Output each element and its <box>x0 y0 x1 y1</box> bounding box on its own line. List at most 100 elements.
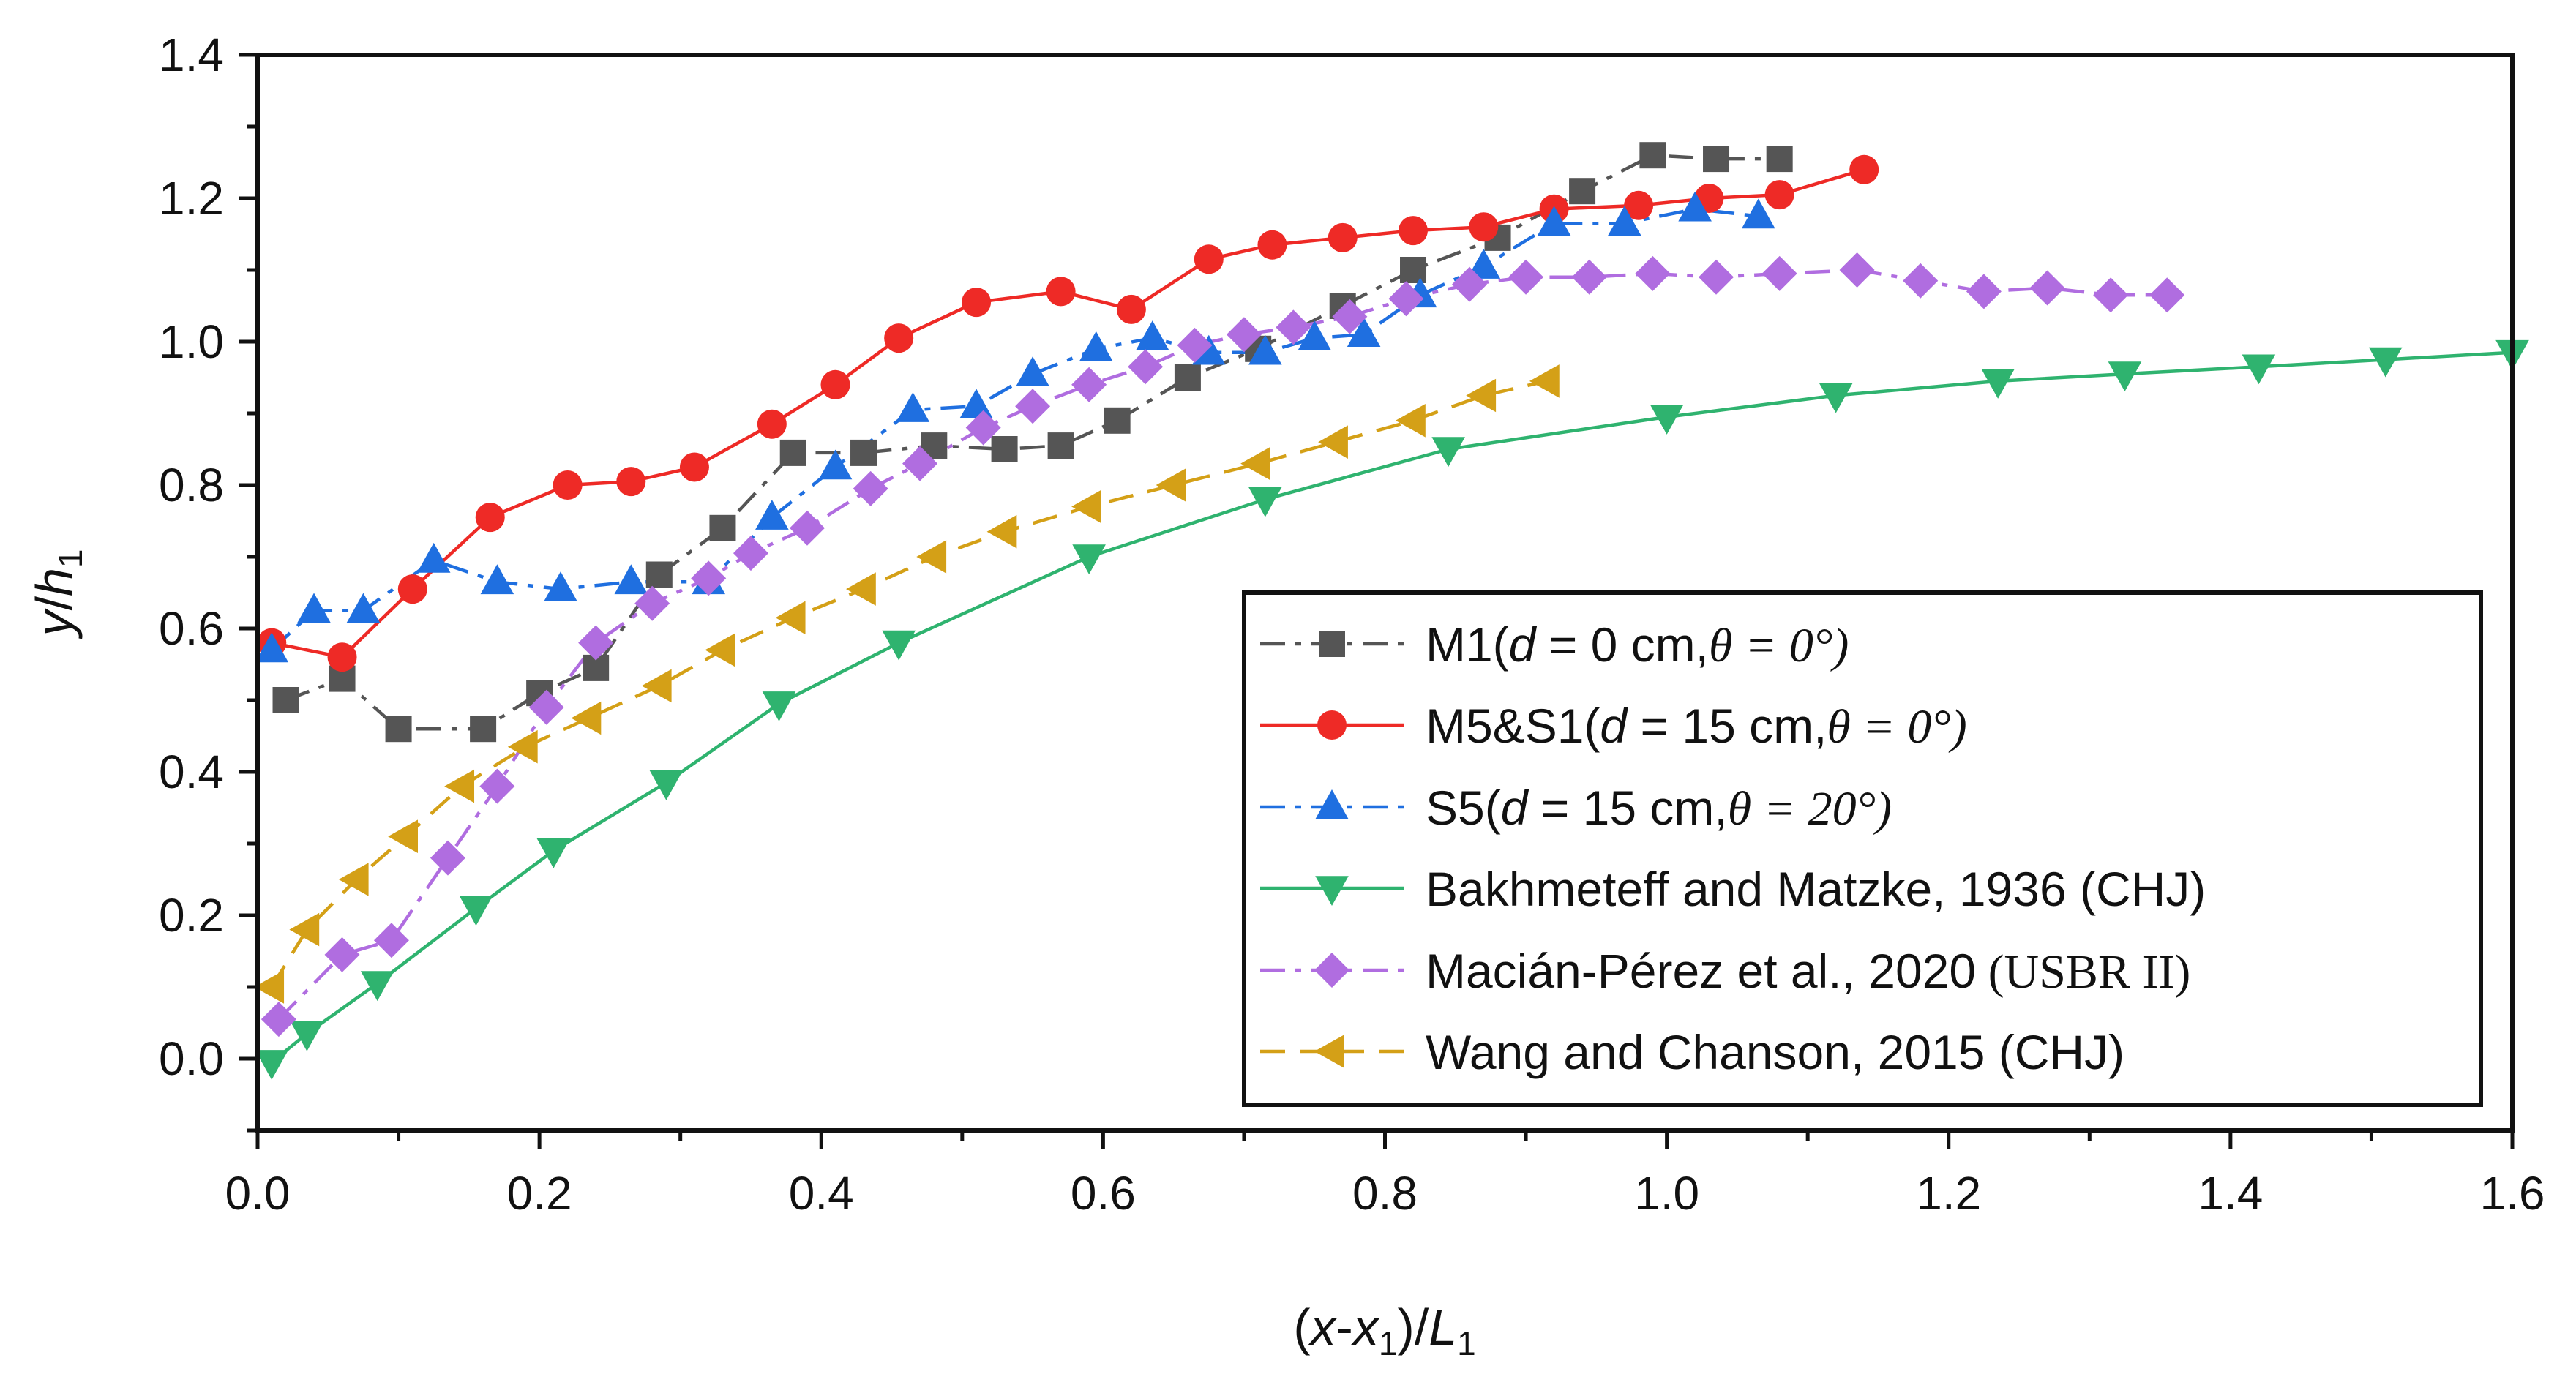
y-axis-label: y/h1 <box>26 549 89 639</box>
data-point-macian <box>2093 277 2129 313</box>
data-point-bakhmeteff <box>2242 354 2276 385</box>
data-point-s5 <box>614 564 648 595</box>
data-point-macian <box>1839 252 1875 288</box>
data-point-wang <box>338 863 369 896</box>
legend-label-m1: M1(d = 0 cm,θ = 0°) <box>1426 618 1849 672</box>
y-tick-label: 0.4 <box>159 746 224 798</box>
data-point-wang <box>1240 446 1270 481</box>
data-point-m1 <box>1174 364 1201 391</box>
legend-marker-s5 <box>1315 789 1349 819</box>
x-tick-label: 0.0 <box>225 1167 291 1220</box>
data-point-s5 <box>1608 206 1641 236</box>
data-point-bakhmeteff <box>536 838 571 868</box>
data-point-bakhmeteff <box>1981 369 2015 399</box>
data-point-macian <box>1508 259 1544 295</box>
data-point-s5 <box>1741 198 1775 229</box>
data-point-bakhmeteff <box>1650 405 1684 435</box>
data-point-m1 <box>1766 146 1793 173</box>
legend: M1(d = 0 cm,θ = 0°) M5&S1(d = 15 cm,θ = … <box>1242 590 2483 1107</box>
data-point-bakhmeteff <box>459 896 493 926</box>
data-point-macian <box>1177 327 1213 363</box>
data-point-macian <box>1071 367 1107 402</box>
data-point-m5s1 <box>1849 154 1879 184</box>
legend-box <box>1242 590 2483 1107</box>
data-point-wang <box>1071 489 1101 524</box>
data-point-s5 <box>1298 320 1332 350</box>
data-point-bakhmeteff <box>1072 544 1106 574</box>
data-point-wang <box>1396 404 1426 438</box>
data-point-macian <box>853 470 888 506</box>
y-tick-label: 1.4 <box>159 29 224 81</box>
data-point-macian <box>1015 389 1051 424</box>
data-point-m1 <box>709 514 736 541</box>
data-point-macian <box>733 536 768 571</box>
data-point-s5 <box>755 500 789 530</box>
data-point-macian <box>1903 263 1939 299</box>
data-point-wang <box>705 633 735 667</box>
data-point-m5s1 <box>616 467 646 497</box>
data-point-wang <box>1529 364 1560 398</box>
x-tick-label: 0.2 <box>507 1167 572 1220</box>
data-point-macian <box>1571 259 1607 295</box>
data-point-m1 <box>779 439 806 466</box>
x-tick-label: 0.8 <box>1352 1167 1418 1220</box>
data-point-s5 <box>1191 334 1226 365</box>
data-point-macian <box>1128 349 1164 385</box>
data-point-m5s1 <box>553 470 583 500</box>
data-point-m1 <box>1400 257 1427 283</box>
data-point-wang <box>254 970 285 1004</box>
x-axis-label: (x-x1)/L1 <box>1293 1299 1476 1362</box>
data-point-macian <box>1452 266 1488 302</box>
data-point-m1 <box>1639 142 1666 169</box>
data-point-bakhmeteff <box>360 971 394 1002</box>
data-point-s5 <box>1135 320 1169 350</box>
data-point-m1 <box>470 716 497 743</box>
data-point-bakhmeteff <box>762 691 796 721</box>
x-tick-label: 1.4 <box>2198 1167 2263 1220</box>
data-point-wang <box>507 729 538 764</box>
data-point-wang <box>571 701 602 735</box>
data-point-m5s1 <box>1624 190 1654 220</box>
data-point-m1 <box>850 439 877 466</box>
data-point-s5 <box>544 571 577 601</box>
data-point-m1 <box>272 687 299 713</box>
data-point-wang <box>444 769 475 803</box>
y-tick-label: 0.0 <box>159 1032 224 1085</box>
y-tick-label: 1.0 <box>159 315 224 368</box>
legend-samples <box>1260 631 1404 1068</box>
legend-label-bakhmeteff: Bakhmeteff and Matzke, 1936 (CHJ) <box>1426 862 2206 916</box>
data-point-macian <box>965 410 1001 446</box>
data-point-macian <box>528 689 564 725</box>
data-point-s5 <box>1537 206 1571 236</box>
data-point-macian <box>578 625 614 661</box>
data-point-macian <box>902 446 938 481</box>
data-point-bakhmeteff <box>882 630 916 661</box>
data-point-macian <box>430 840 465 876</box>
data-point-m1 <box>1047 432 1074 459</box>
data-point-bakhmeteff <box>255 1050 289 1080</box>
data-point-macian <box>324 937 360 972</box>
data-point-s5 <box>1248 334 1282 365</box>
x-tick-label: 0.4 <box>789 1167 854 1220</box>
data-point-wang <box>986 514 1017 549</box>
data-point-s5 <box>416 542 451 573</box>
x-tick-label: 0.6 <box>1071 1167 1136 1220</box>
data-point-wang <box>388 819 418 853</box>
data-point-bakhmeteff <box>1431 437 1465 467</box>
series-markers <box>254 142 2529 1080</box>
data-point-m5s1 <box>1257 230 1287 260</box>
data-point-wang <box>641 669 672 703</box>
data-point-m5s1 <box>1046 277 1076 307</box>
legend-marker-macian <box>1314 953 1349 988</box>
legend-label-m5s1: M5&S1(d = 15 cm,θ = 0°) <box>1426 699 1967 754</box>
data-point-macian <box>1699 259 1734 295</box>
data-point-s5 <box>896 392 930 422</box>
data-point-s5 <box>818 449 853 480</box>
series-line-bakhmeteff <box>270 350 2513 1064</box>
data-point-s5 <box>1467 249 1501 279</box>
data-point-m5s1 <box>820 369 850 399</box>
y-tick-label: 0.8 <box>159 459 224 511</box>
legend-marker-m1 <box>1319 631 1345 657</box>
data-point-s5 <box>1678 191 1712 222</box>
